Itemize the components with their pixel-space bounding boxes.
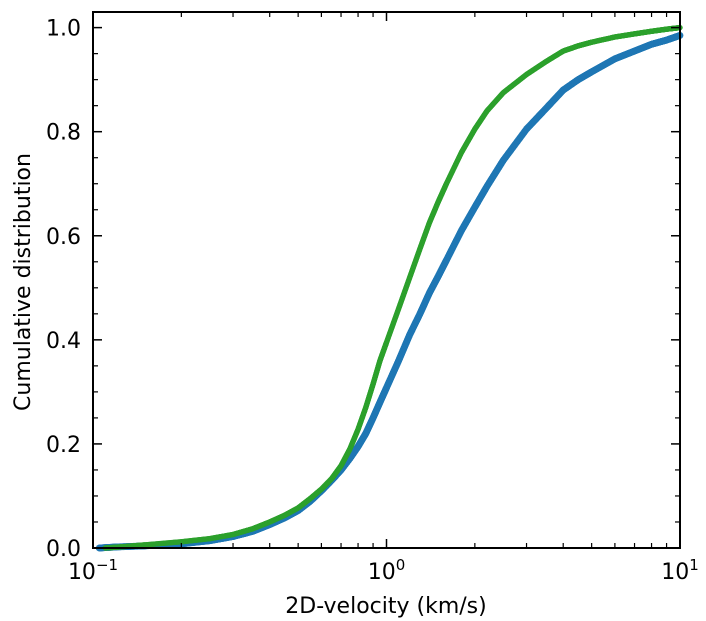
series-blue bbox=[95, 32, 684, 552]
y-axis-label: Cumulative distribution bbox=[11, 153, 36, 411]
x-tick-label: 100 bbox=[368, 556, 406, 585]
plot-frame bbox=[92, 11, 681, 549]
series-green bbox=[102, 24, 683, 551]
y-tick-label: 0.6 bbox=[46, 225, 81, 250]
y-tick-label: 1.0 bbox=[46, 17, 81, 42]
y-tick-label: 0.2 bbox=[46, 433, 81, 458]
y-tick-label: 0.4 bbox=[46, 329, 81, 354]
series-layer bbox=[95, 24, 684, 552]
labels-layer: 10−1 100 101 0.0 0.2 0.4 0.6 0.8 1.0 bbox=[46, 17, 699, 585]
x-axis-label: 2D-velocity (km/s) bbox=[285, 594, 486, 619]
x-tick-label: 101 bbox=[661, 556, 699, 585]
y-tick-label: 0.0 bbox=[46, 537, 81, 562]
ticks-layer bbox=[92, 12, 681, 549]
x-tick-label: 10−1 bbox=[68, 556, 118, 585]
y-tick-label: 0.8 bbox=[46, 121, 81, 146]
